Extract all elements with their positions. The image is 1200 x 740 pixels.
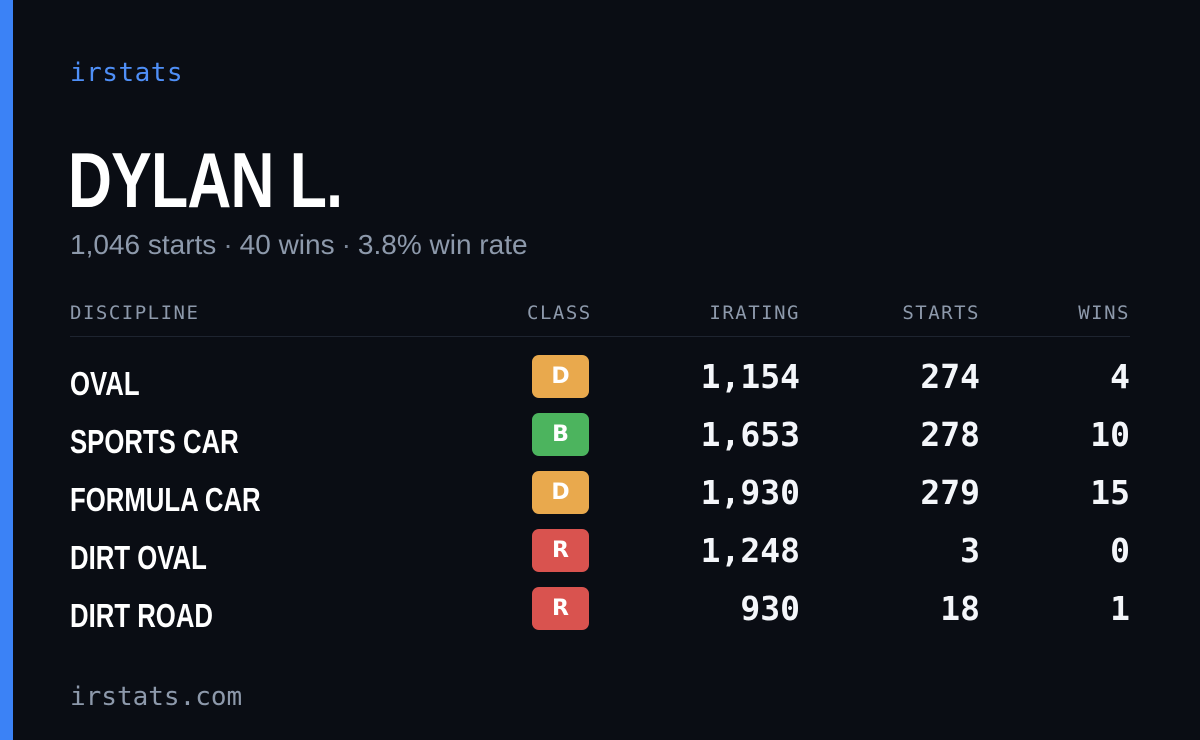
- class-badge: R: [532, 529, 589, 572]
- summary-separator: ·: [341, 229, 351, 260]
- starts-value: 274: [920, 357, 980, 396]
- summary-wins: 40 wins: [239, 229, 335, 260]
- brand-logo: irstats: [70, 58, 184, 88]
- wins-value: 0: [1110, 531, 1130, 570]
- summary-starts: 1,046 starts: [70, 229, 217, 260]
- class-badge: D: [532, 471, 589, 514]
- header-starts: STARTS: [902, 302, 980, 324]
- table-row: SPORTS CAR B 1,653 278 10: [70, 411, 1130, 469]
- player-summary: 1,046 starts · 40 wins · 3.8% win rate: [70, 228, 528, 262]
- summary-win-rate: 3.8% win rate: [357, 229, 528, 260]
- summary-separator: ·: [223, 229, 233, 260]
- table-row: DIRT OVAL R 1,248 3 0: [70, 527, 1130, 585]
- table-body: OVAL D 1,154 274 4 SPORTS CAR B 1,653 27…: [70, 353, 1130, 643]
- wins-value: 4: [1110, 357, 1130, 396]
- discipline-name: FORMULA CAR: [70, 481, 261, 518]
- header-wins: WINS: [1078, 302, 1130, 324]
- header-class: CLASS: [527, 302, 592, 324]
- wins-value: 1: [1110, 589, 1130, 628]
- wins-value: 10: [1090, 415, 1130, 454]
- irating-value: 1,248: [700, 531, 800, 570]
- table-header: DISCIPLINE CLASS IRATING STARTS WINS: [70, 296, 1130, 337]
- starts-value: 278: [920, 415, 980, 454]
- class-badge: B: [532, 413, 589, 456]
- accent-bar: [0, 0, 13, 740]
- discipline-name: DIRT OVAL: [70, 539, 207, 576]
- starts-value: 3: [960, 531, 980, 570]
- stats-table: DISCIPLINE CLASS IRATING STARTS WINS OVA…: [70, 296, 1130, 643]
- header-discipline: DISCIPLINE: [70, 302, 200, 324]
- wins-value: 15: [1090, 473, 1130, 512]
- footer-url: irstats.com: [70, 682, 243, 712]
- class-badge: R: [532, 587, 589, 630]
- irating-value: 1,653: [700, 415, 800, 454]
- irating-value: 1,930: [700, 473, 800, 512]
- header-irating: IRATING: [709, 302, 800, 324]
- class-badge: D: [532, 355, 589, 398]
- table-row: OVAL D 1,154 274 4: [70, 353, 1130, 411]
- irating-value: 1,154: [700, 357, 800, 396]
- starts-value: 18: [940, 589, 980, 628]
- player-name: DYLAN L.: [68, 136, 343, 224]
- discipline-name: DIRT ROAD: [70, 597, 213, 634]
- starts-value: 279: [920, 473, 980, 512]
- discipline-name: OVAL: [70, 365, 140, 402]
- table-row: FORMULA CAR D 1,930 279 15: [70, 469, 1130, 527]
- discipline-name: SPORTS CAR: [70, 423, 239, 460]
- table-row: DIRT ROAD R 930 18 1: [70, 585, 1130, 643]
- irating-value: 930: [740, 589, 800, 628]
